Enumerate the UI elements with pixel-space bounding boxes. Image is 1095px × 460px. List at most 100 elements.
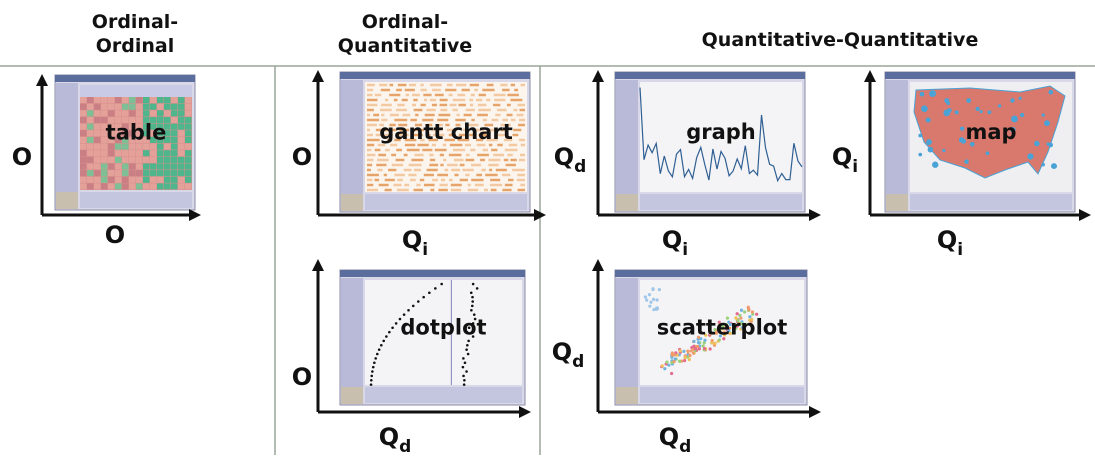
dot	[372, 366, 375, 369]
map-spot	[932, 161, 938, 167]
cell	[164, 183, 171, 189]
scatter-point	[651, 288, 654, 291]
map-spot	[1019, 97, 1022, 100]
dot	[463, 379, 466, 382]
chart-kind-label: graph	[686, 120, 756, 144]
cell	[185, 97, 192, 103]
map-spot	[920, 92, 925, 97]
dot	[434, 287, 437, 290]
dot	[464, 361, 467, 364]
scatter-point	[670, 372, 673, 375]
cell	[157, 104, 164, 110]
title-bar	[55, 75, 195, 82]
dot	[440, 283, 443, 286]
cell	[115, 110, 122, 116]
cell	[122, 170, 129, 176]
axis-letter: O	[12, 143, 32, 171]
dot	[382, 340, 385, 343]
cell	[185, 177, 192, 183]
scatter-point	[709, 347, 712, 350]
scatter-point	[645, 299, 648, 302]
axis-letter: Q	[554, 143, 574, 171]
cell	[80, 97, 87, 103]
cell	[94, 124, 101, 130]
column-title: Quantitative-Quantitative	[702, 29, 979, 51]
dot	[417, 300, 420, 303]
map-spot	[1042, 113, 1045, 116]
cell	[171, 124, 178, 130]
cell	[129, 97, 136, 103]
scatter-point	[655, 298, 658, 301]
cell	[178, 170, 185, 176]
dot	[467, 353, 470, 356]
cell	[150, 104, 157, 110]
axis-letter: Q	[379, 423, 399, 451]
cell	[94, 170, 101, 176]
cell	[87, 150, 94, 156]
map-spot	[955, 110, 959, 114]
axis-letter: Q	[552, 338, 572, 366]
cell	[87, 130, 94, 136]
cell	[129, 104, 136, 110]
cell	[157, 97, 164, 103]
dot	[371, 370, 374, 373]
cell	[171, 177, 178, 183]
cell	[129, 170, 136, 176]
axis-subscript: i	[852, 157, 858, 177]
cell	[164, 150, 171, 156]
cell	[150, 183, 157, 189]
cell	[143, 150, 150, 156]
cell	[178, 150, 185, 156]
cell	[185, 124, 192, 130]
cell	[101, 104, 108, 110]
cell	[185, 137, 192, 143]
map-spot	[928, 147, 934, 153]
column-title: Quantitative	[338, 35, 472, 57]
map-spot	[960, 127, 964, 131]
figure: Ordinal-OrdinalOrdinal-QuantitativeQuant…	[0, 0, 1095, 460]
cell	[150, 97, 157, 103]
cell	[122, 177, 129, 183]
dot	[380, 344, 383, 347]
cell	[87, 177, 94, 183]
cell	[178, 97, 185, 103]
cell	[136, 104, 143, 110]
cell	[136, 97, 143, 103]
dot	[472, 283, 475, 286]
cell	[80, 163, 87, 169]
cell	[136, 157, 143, 163]
cell	[178, 144, 185, 150]
cell	[87, 110, 94, 116]
cell	[185, 150, 192, 156]
title-bar	[615, 270, 807, 277]
cell	[157, 110, 164, 116]
cell	[171, 97, 178, 103]
map-spot	[926, 139, 932, 145]
cell	[80, 144, 87, 150]
dot	[465, 370, 468, 373]
cell	[157, 170, 164, 176]
cell	[94, 144, 101, 150]
cell	[157, 183, 164, 189]
dot	[374, 357, 377, 360]
map-spot	[986, 151, 990, 155]
axis-letter: Q	[937, 226, 957, 254]
dot	[471, 300, 474, 303]
cell	[150, 150, 157, 156]
cell	[80, 150, 87, 156]
map-spot	[921, 105, 928, 112]
cell	[178, 110, 185, 116]
scatter-point	[688, 358, 691, 361]
cell	[143, 163, 150, 169]
cell	[164, 170, 171, 176]
cell	[171, 117, 178, 123]
cell	[150, 163, 157, 169]
bottom-axis	[640, 387, 804, 403]
cell	[171, 144, 178, 150]
cell	[87, 117, 94, 123]
cell	[80, 124, 87, 130]
map-spot	[918, 153, 922, 157]
chart-kind-label: map	[965, 120, 1016, 144]
axis-label: O	[105, 221, 125, 249]
title-bar	[615, 72, 805, 79]
